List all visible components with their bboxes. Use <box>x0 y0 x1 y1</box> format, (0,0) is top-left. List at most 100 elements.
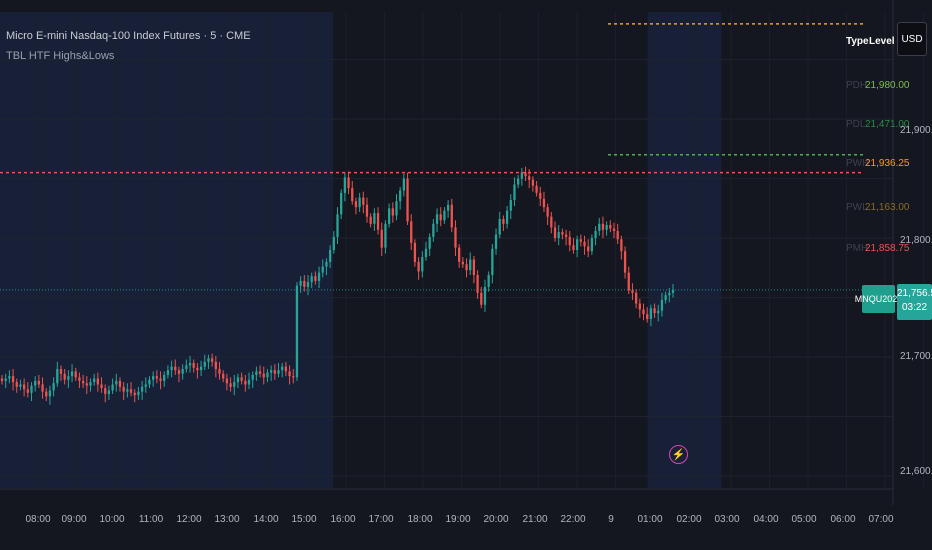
session-shade <box>647 12 722 488</box>
candle-body <box>45 391 48 397</box>
candle-body <box>351 188 354 202</box>
candle-body <box>93 378 96 383</box>
candle-body <box>417 261 420 272</box>
candle-body <box>509 200 512 211</box>
currency-button[interactable]: USD <box>897 22 927 56</box>
candle-body <box>649 308 653 320</box>
candle-body <box>222 373 225 379</box>
candle-body <box>144 384 147 387</box>
candle-body <box>284 366 288 372</box>
candle-body <box>244 380 247 385</box>
candle-body <box>281 366 284 371</box>
candle-body <box>450 204 453 228</box>
level-value-pmh: 21,858.75 <box>865 243 910 254</box>
candle-body <box>48 390 52 397</box>
level-value-pwh: 21,936.25 <box>865 158 910 169</box>
candle-body <box>314 276 317 281</box>
candle-body <box>30 385 33 393</box>
candle-body <box>343 177 347 193</box>
candle-body <box>203 361 206 367</box>
candle-body <box>572 245 575 250</box>
candle-body <box>660 299 664 311</box>
candle-body <box>152 376 155 380</box>
level-value-pwl: 21,163.00 <box>865 202 910 213</box>
candle-body <box>115 380 118 385</box>
candle-body <box>225 378 229 384</box>
time-tick: 06:00 <box>830 514 856 525</box>
candle-body <box>402 178 406 191</box>
candle-body <box>620 239 623 252</box>
price-tick-21600: 21,600.00 <box>900 466 932 477</box>
candle-body <box>11 376 15 383</box>
candle-body <box>111 384 114 391</box>
candle-body <box>557 232 560 239</box>
candle-body <box>646 314 649 320</box>
candle-body <box>85 383 88 386</box>
candle-body <box>295 285 299 378</box>
candle-body <box>166 370 170 375</box>
candle-body <box>133 392 136 396</box>
time-tick: 02:00 <box>676 514 702 525</box>
candle-body <box>52 383 55 391</box>
candle-body <box>199 366 203 371</box>
candle-body <box>354 201 358 208</box>
candle-body <box>550 216 553 228</box>
candle-body <box>583 241 586 247</box>
candle-body <box>336 214 339 237</box>
candle-body <box>454 227 457 248</box>
time-tick: 20:00 <box>483 514 509 525</box>
time-tick: 13:00 <box>214 514 240 525</box>
candle-body <box>317 272 321 281</box>
candle-body <box>542 198 546 208</box>
candle-body <box>262 373 265 378</box>
time-tick: 03:00 <box>714 514 740 525</box>
candle-body <box>664 295 667 300</box>
time-tick: 21:00 <box>522 514 548 525</box>
candle-body <box>177 370 181 374</box>
candle-body <box>369 216 372 224</box>
symbol-badge: MNQU2025 <box>855 285 902 313</box>
candle-body <box>446 204 450 211</box>
candle-body <box>627 272 630 291</box>
candle-body <box>612 228 616 231</box>
candle-body <box>380 229 383 248</box>
candle-body <box>188 363 192 366</box>
candle-body <box>192 363 195 368</box>
lightning-icon[interactable]: ⚡ <box>669 445 688 464</box>
candle-body <box>605 225 608 230</box>
candle-body <box>255 371 258 375</box>
candle-body <box>609 225 612 229</box>
candle-body <box>96 378 100 385</box>
candle-body <box>568 236 571 246</box>
candle-body <box>539 192 542 199</box>
candle-body <box>535 185 538 193</box>
candle-body <box>391 208 394 216</box>
candle-body <box>638 303 641 310</box>
candle-body <box>41 384 44 392</box>
candle-body <box>579 239 582 242</box>
candle-body <box>37 380 41 385</box>
candle-body <box>432 223 435 237</box>
symbol-title[interactable]: Micro E-mini Nasdaq-100 Index Futures · … <box>6 30 251 42</box>
candle-body <box>406 178 409 222</box>
candle-body <box>668 292 671 296</box>
candle-body <box>601 223 605 230</box>
candle-body <box>247 379 251 385</box>
candle-body <box>303 280 306 287</box>
time-tick: 01:00 <box>637 514 663 525</box>
candle-body <box>365 204 369 217</box>
time-tick: 04:00 <box>753 514 779 525</box>
indicator-title[interactable]: TBL HTF Highs&Lows <box>6 50 115 62</box>
candle-body <box>561 232 564 235</box>
candle-body <box>170 366 173 371</box>
candle-body <box>233 382 236 387</box>
time-tick: 07:00 <box>868 514 894 525</box>
candle-body <box>498 219 501 235</box>
candle-body <box>258 371 262 374</box>
candle-body <box>443 210 446 221</box>
candle-body <box>395 201 398 216</box>
time-tick: 16:00 <box>330 514 356 525</box>
candle-body <box>4 378 7 381</box>
candle-body <box>376 213 380 230</box>
